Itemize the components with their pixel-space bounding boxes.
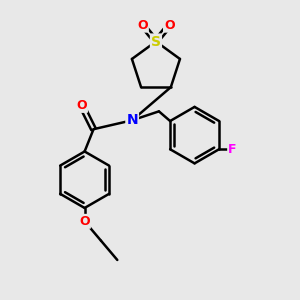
- Text: O: O: [79, 215, 90, 228]
- Text: O: O: [164, 19, 175, 32]
- Text: S: S: [151, 34, 161, 49]
- Text: N: N: [126, 113, 138, 127]
- Text: O: O: [137, 19, 148, 32]
- Text: F: F: [228, 143, 237, 156]
- Text: O: O: [76, 99, 87, 112]
